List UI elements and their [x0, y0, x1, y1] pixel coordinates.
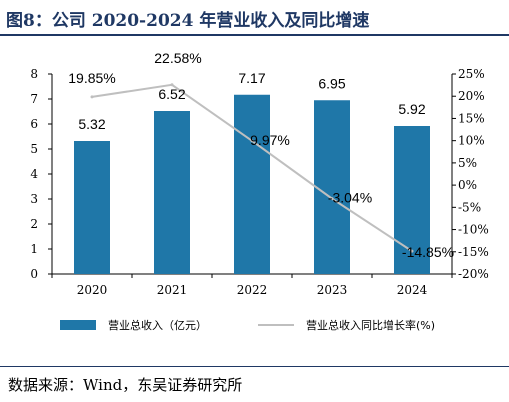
left-tick-label: 3	[30, 192, 38, 206]
right-tick-label: 10%	[458, 134, 485, 148]
revenue-value-label: 5.92	[398, 101, 425, 117]
revenue-bar	[314, 100, 350, 274]
growth-rate-label: 22.58%	[154, 50, 201, 66]
revenue-value-label: 5.32	[78, 116, 105, 132]
left-tick-label: 6	[30, 117, 38, 131]
revenue-bar	[234, 94, 270, 274]
x-tick-label: 2020	[77, 283, 108, 297]
source-rule	[0, 366, 509, 367]
source-note: 数据来源：Wind，东吴证券研究所	[8, 376, 243, 394]
revenue-bar	[394, 126, 430, 274]
figure-title: 图8：公司 2020-2024 年营业收入及同比增速	[6, 11, 370, 31]
right-tick-label: -20%	[458, 267, 489, 281]
legend-swatch-revenue	[60, 320, 96, 330]
x-tick-label: 2021	[157, 283, 188, 297]
left-tick-label: 2	[30, 217, 38, 231]
growth-rate-label: -14.85%	[402, 244, 454, 260]
revenue-bar	[74, 141, 110, 274]
right-tick-label: 5%	[458, 156, 477, 170]
left-tick-label: 8	[30, 67, 38, 81]
right-tick-label: -5%	[458, 200, 481, 214]
x-tick-label: 2024	[397, 283, 428, 297]
revenue-bar	[154, 111, 190, 274]
x-tick-label: 2022	[237, 283, 268, 297]
right-tick-label: 0%	[458, 178, 477, 192]
revenue-bars	[74, 94, 430, 274]
left-tick-label: 4	[30, 167, 38, 181]
right-tick-label: -10%	[458, 223, 489, 237]
growth-rate-point	[90, 95, 94, 99]
data-labels: 5.32 6.52 7.17 6.95 5.92 19.85% 22.58% 9.97% -3.…	[68, 50, 454, 260]
revenue-growth-chart: 0 1 2 3 4 5 6 7 8 -20% -15% -10% -5% 0% 5% 10% 15% 20% 25%…	[30, 50, 488, 332]
growth-line	[90, 83, 414, 253]
growth-rate-point	[410, 249, 414, 253]
growth-rate-point	[330, 197, 334, 201]
right-tick-label: 25%	[458, 67, 485, 81]
growth-rate-point	[170, 83, 174, 87]
legend-label-growth: 营业总收入同比增长率(%)	[306, 318, 435, 332]
left-tick-label: 7	[30, 92, 38, 106]
title-rule	[0, 34, 509, 36]
legend-label-revenue: 营业总收入（亿元）	[108, 318, 207, 332]
left-tick-label: 0	[30, 267, 38, 281]
revenue-value-label: 6.52	[158, 86, 185, 102]
left-tick-label: 1	[30, 242, 38, 256]
axes: 0 1 2 3 4 5 6 7 8 -20% -15% -10% -5% 0% 5% 10% 15% 20% 25%…	[30, 67, 488, 297]
right-tick-label: 20%	[458, 89, 485, 103]
legend: 营业总收入（亿元） 营业总收入同比增长率(%)	[60, 318, 435, 332]
growth-rate-point	[250, 139, 254, 143]
growth-rate-label: -3.04%	[328, 190, 372, 206]
x-tick-label: 2023	[317, 283, 348, 297]
growth-rate-label: 9.97%	[250, 132, 290, 148]
revenue-value-label: 7.17	[238, 70, 265, 86]
left-tick-label: 5	[30, 142, 38, 156]
growth-rate-label: 19.85%	[68, 70, 115, 86]
right-tick-label: -15%	[458, 245, 489, 259]
right-tick-label: 15%	[458, 111, 485, 125]
revenue-value-label: 6.95	[318, 75, 345, 91]
